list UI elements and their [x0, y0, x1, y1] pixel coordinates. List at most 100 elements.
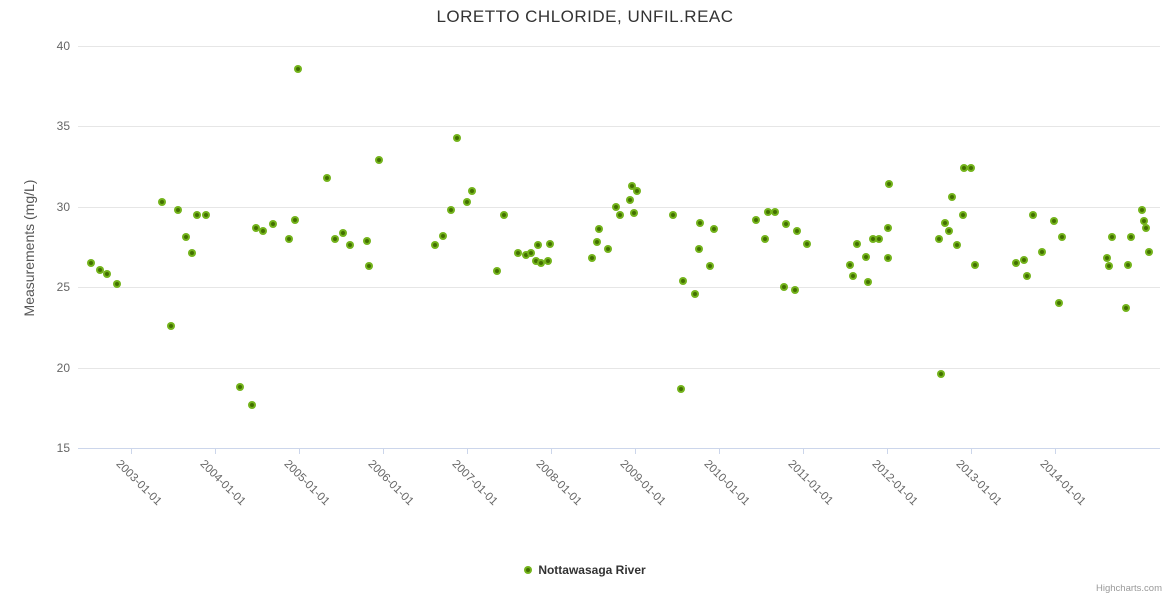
data-point[interactable] — [364, 262, 373, 271]
data-point[interactable] — [534, 241, 543, 250]
data-point[interactable] — [193, 210, 202, 219]
data-point[interactable] — [526, 249, 535, 258]
data-point[interactable] — [790, 286, 799, 295]
data-point[interactable] — [201, 210, 210, 219]
data-point[interactable] — [284, 234, 293, 243]
data-point[interactable] — [446, 206, 455, 215]
data-point[interactable] — [940, 218, 949, 227]
data-point[interactable] — [945, 226, 954, 235]
data-point[interactable] — [593, 238, 602, 247]
data-point[interactable] — [102, 270, 111, 279]
data-point[interactable] — [694, 244, 703, 253]
data-point[interactable] — [1023, 271, 1032, 280]
data-point[interactable] — [604, 244, 613, 253]
data-point[interactable] — [181, 233, 190, 242]
data-point[interactable] — [874, 234, 883, 243]
data-point[interactable] — [86, 259, 95, 268]
data-point[interactable] — [338, 228, 347, 237]
data-point[interactable] — [247, 400, 256, 409]
legend-item[interactable]: Nottawasaga River — [524, 563, 646, 577]
data-point[interactable] — [868, 234, 877, 243]
data-point[interactable] — [431, 241, 440, 250]
data-point[interactable] — [625, 196, 634, 205]
data-point[interactable] — [1140, 217, 1149, 226]
data-point[interactable] — [793, 226, 802, 235]
data-point[interactable] — [803, 239, 812, 248]
data-point[interactable] — [95, 265, 104, 274]
data-point[interactable] — [884, 180, 893, 189]
data-point[interactable] — [861, 252, 870, 261]
data-point[interactable] — [1038, 247, 1047, 256]
data-point[interactable] — [452, 133, 461, 142]
data-point[interactable] — [849, 271, 858, 280]
data-point[interactable] — [863, 278, 872, 287]
data-point[interactable] — [947, 193, 956, 202]
data-point[interactable] — [690, 289, 699, 298]
data-point[interactable] — [678, 276, 687, 285]
data-point[interactable] — [1029, 210, 1038, 219]
data-point[interactable] — [531, 257, 540, 266]
data-point[interactable] — [294, 64, 303, 73]
data-point[interactable] — [677, 384, 686, 393]
data-point[interactable] — [1141, 223, 1150, 232]
data-point[interactable] — [521, 251, 530, 260]
data-point[interactable] — [1019, 255, 1028, 264]
data-point[interactable] — [611, 202, 620, 211]
data-point[interactable] — [467, 186, 476, 195]
data-point[interactable] — [362, 236, 371, 245]
data-point[interactable] — [960, 164, 969, 173]
data-point[interactable] — [493, 267, 502, 276]
data-point[interactable] — [695, 218, 704, 227]
data-point[interactable] — [1145, 247, 1154, 256]
data-point[interactable] — [1050, 217, 1059, 226]
data-point[interactable] — [761, 234, 770, 243]
data-point[interactable] — [158, 197, 166, 206]
data-point[interactable] — [630, 209, 639, 218]
data-point[interactable] — [958, 210, 967, 219]
data-point[interactable] — [705, 262, 714, 271]
data-point[interactable] — [709, 225, 718, 234]
data-point[interactable] — [167, 321, 176, 330]
data-point[interactable] — [322, 173, 331, 182]
data-point[interactable] — [627, 181, 636, 190]
data-point[interactable] — [438, 231, 447, 240]
data-point[interactable] — [1124, 260, 1133, 269]
data-point[interactable] — [374, 156, 383, 165]
data-point[interactable] — [615, 210, 624, 219]
data-point[interactable] — [499, 210, 508, 219]
data-point[interactable] — [966, 164, 975, 173]
data-point[interactable] — [236, 382, 245, 391]
data-point[interactable] — [543, 257, 552, 266]
data-point[interactable] — [782, 220, 791, 229]
data-point[interactable] — [779, 283, 788, 292]
data-point[interactable] — [462, 197, 471, 206]
data-point[interactable] — [173, 206, 182, 215]
data-point[interactable] — [1126, 233, 1135, 242]
data-point[interactable] — [936, 370, 945, 379]
data-point[interactable] — [290, 215, 299, 224]
data-point[interactable] — [971, 260, 980, 269]
data-point[interactable] — [546, 239, 555, 248]
data-point[interactable] — [771, 207, 780, 216]
data-point[interactable] — [751, 215, 760, 224]
data-point[interactable] — [1122, 304, 1131, 313]
data-point[interactable] — [632, 186, 641, 195]
data-point[interactable] — [935, 234, 944, 243]
data-point[interactable] — [1103, 254, 1112, 263]
data-point[interactable] — [1055, 299, 1064, 308]
data-point[interactable] — [268, 220, 277, 229]
data-point[interactable] — [252, 223, 261, 232]
data-point[interactable] — [1012, 259, 1021, 268]
data-point[interactable] — [1137, 206, 1146, 215]
data-point[interactable] — [514, 249, 523, 258]
data-point[interactable] — [852, 239, 861, 248]
data-point[interactable] — [1057, 233, 1066, 242]
data-point[interactable] — [536, 259, 545, 268]
data-point[interactable] — [1108, 233, 1117, 242]
data-point[interactable] — [346, 241, 355, 250]
data-point[interactable] — [188, 249, 197, 258]
data-point[interactable] — [588, 254, 597, 263]
data-point[interactable] — [112, 279, 121, 288]
data-point[interactable] — [883, 254, 892, 263]
data-point[interactable] — [594, 225, 603, 234]
